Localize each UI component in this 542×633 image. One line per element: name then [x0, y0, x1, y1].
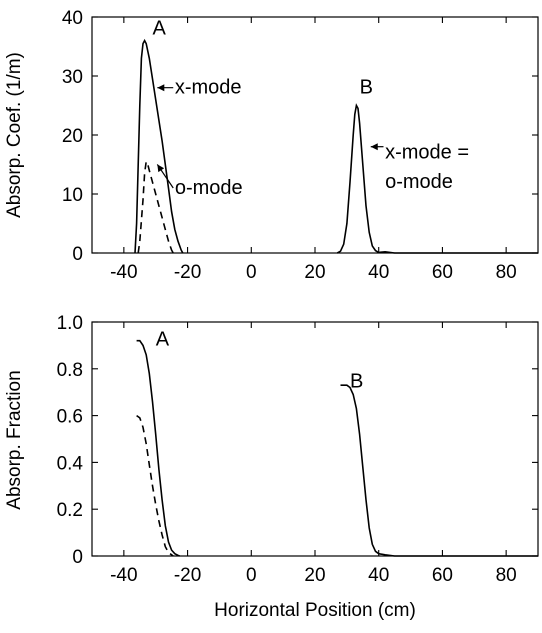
curve-group-top [134, 38, 538, 254]
ytick-label: 10 [62, 185, 83, 206]
arrow-group [156, 84, 384, 189]
xtick-label: -20 [174, 565, 201, 586]
annotation-group-top: Ax-mode o-mode Bx-mode = o-mode [153, 18, 469, 199]
xlabel-bottom: Horizontal Position (cm) [214, 600, 416, 621]
ytick-label: 0 [72, 547, 83, 568]
arrow-head-3 [370, 143, 378, 151]
annotation-label: x-mode [175, 77, 242, 99]
annotation-group-bottom: AB [156, 328, 364, 392]
series-line-3 [336, 103, 538, 254]
tick-group-bottom: -40 -20 0 20 40 60 80 0 0.2 0.4 0.6 0.8 1.0 [57, 313, 538, 586]
xtick-label: 0 [246, 262, 257, 283]
series-line-3 [340, 384, 538, 557]
annotation-label: A [156, 328, 170, 350]
annotation-label: o-mode [385, 171, 453, 193]
annotation-label: o-mode [175, 177, 243, 199]
series-line-2 [136, 414, 174, 557]
ytick-label: 20 [62, 126, 83, 147]
xtick-label: 40 [368, 565, 389, 586]
xtick-label: 0 [246, 565, 257, 586]
annotation-label: A [153, 18, 167, 40]
ylabel-bottom: Absorp. Fraction [4, 370, 25, 509]
ytick-label: 30 [62, 67, 83, 88]
ytick-label: 40 [62, 8, 83, 29]
ytick-label: 1.0 [57, 313, 83, 334]
xtick-label: 80 [496, 565, 517, 586]
tick-group-top: -40 -20 0 20 40 60 80 0 10 20 30 40 [62, 8, 538, 283]
ytick-label: 0.4 [57, 453, 84, 474]
annotation-label: B [350, 371, 363, 393]
series-line-1 [136, 339, 180, 557]
annotation-label: x-mode = [385, 142, 469, 164]
xtick-label: 60 [432, 565, 453, 586]
plot-frame-top [91, 16, 539, 254]
xtick-label: 40 [368, 262, 389, 283]
curve-group-bottom [136, 339, 538, 557]
xtick-label: -40 [110, 262, 137, 283]
xtick-label: 60 [432, 262, 453, 283]
ylabel-top: Absorp. Coef. (1/m) [4, 52, 25, 218]
ytick-label: 0.2 [57, 500, 83, 521]
ytick-label: 0.8 [57, 360, 83, 381]
arrow-head-1 [157, 84, 165, 92]
xtick-label: 20 [304, 565, 325, 586]
annotation-label: B [360, 77, 373, 99]
xtick-label: 80 [496, 262, 517, 283]
plot-absorption-coefficient: -40 -20 0 20 40 60 80 0 10 20 30 40 Ax-mode o-mode Bx… [4, 8, 539, 283]
series-line-2 [137, 159, 174, 254]
xtick-label: -40 [110, 565, 137, 586]
series-line-1 [134, 38, 184, 254]
xtick-label: 20 [304, 262, 325, 283]
ytick-label: 0 [72, 244, 83, 265]
arrow-head-2 [157, 164, 165, 173]
xtick-label: -20 [174, 262, 201, 283]
ytick-label: 0.6 [57, 407, 83, 428]
